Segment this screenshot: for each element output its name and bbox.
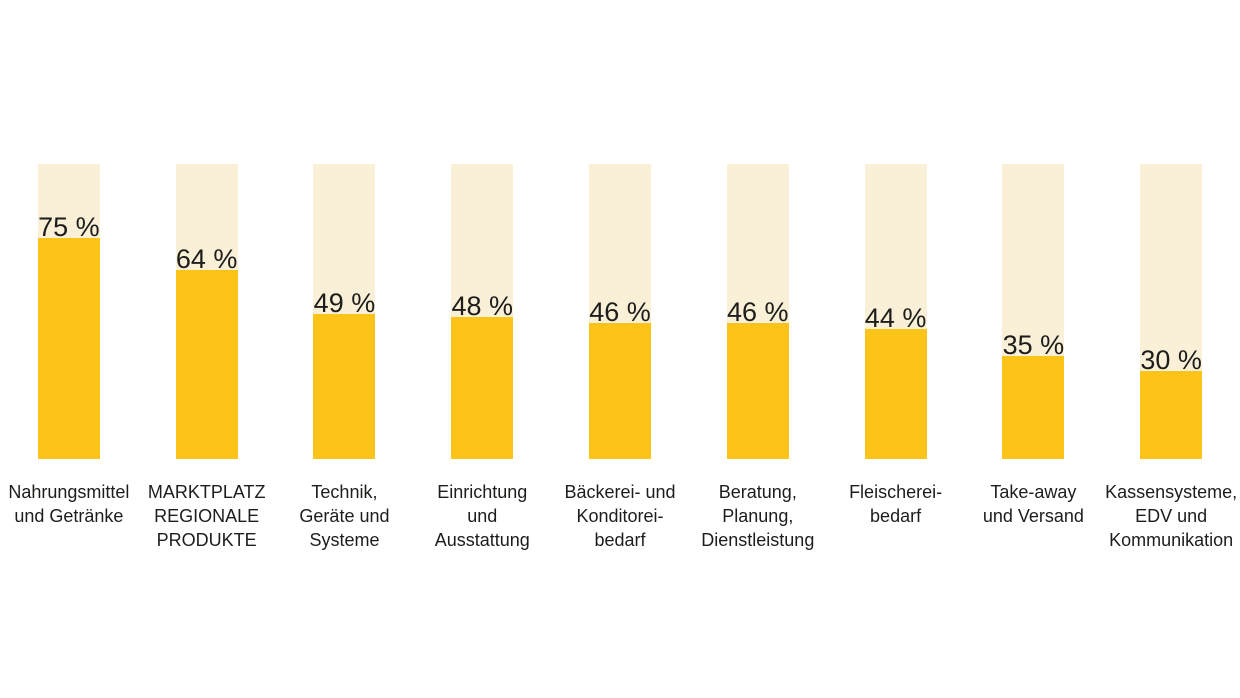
bar-chart: 75 % Nahrungsmittel und Getränke 64 % MARKT… xyxy=(0,164,1240,552)
bar-fill xyxy=(864,329,927,459)
bar-fill xyxy=(1140,370,1203,459)
bar-category-label: Kassensysteme, EDV und Kommunikation xyxy=(1105,482,1238,550)
bar-column: 46 % Beratung, Planung, Dienstleistung xyxy=(689,164,827,552)
bar-value-label: 35 % xyxy=(1002,329,1065,360)
bar-value-label: 46 % xyxy=(589,297,651,328)
bar-fill xyxy=(175,270,238,459)
bar-track: 49 % xyxy=(313,164,376,459)
bar-track: 35 % xyxy=(1002,164,1065,459)
bar-column: 64 % MARKTPLATZ REGIONALE PRODUKTE xyxy=(138,164,276,552)
bar-category-label: Beratung, Planung, Dienstleistung xyxy=(701,482,815,550)
bar-category-label: Fleischerei- bedarf xyxy=(849,482,943,526)
bar-value-label: 44 % xyxy=(864,303,927,334)
bar-track: 48 % xyxy=(451,164,514,459)
bar-column: 46 % Bäckerei- und Konditorei- bedarf xyxy=(551,164,689,552)
bar-track: 30 % xyxy=(1140,164,1203,459)
bar-track: 44 % xyxy=(864,164,927,459)
bar-fill xyxy=(589,323,652,459)
bar-track: 75 % xyxy=(37,164,100,459)
bar-column: 75 % Nahrungsmittel und Getränke xyxy=(0,164,138,552)
bar-value-label: 75 % xyxy=(38,211,100,242)
bar-track: 46 % xyxy=(726,164,789,459)
bar-fill xyxy=(313,314,376,459)
bar-fill xyxy=(37,237,100,459)
bar-value-label: 49 % xyxy=(313,288,376,319)
bar-category-label: Technik, Geräte und Systeme xyxy=(299,482,390,550)
bar-column: 35 % Take-away und Versand xyxy=(964,164,1102,552)
bar-track: 64 % xyxy=(175,164,238,459)
bar-category-label: Bäckerei- und Konditorei- bedarf xyxy=(564,482,676,550)
bar-category-label: Take-away und Versand xyxy=(982,482,1084,526)
bar-value-label: 48 % xyxy=(451,291,514,322)
bar-category-label: Einrichtung und Ausstattung xyxy=(434,482,530,550)
bar-value-label: 64 % xyxy=(175,244,238,275)
bar-value-label: 46 % xyxy=(727,297,789,328)
bar-column: 49 % Technik, Geräte und Systeme xyxy=(276,164,414,552)
bar-column: 30 % Kassensysteme, EDV und Kommunikation xyxy=(1102,164,1240,552)
bar-category-label: Nahrungsmittel und Getränke xyxy=(8,482,130,526)
bar-column: 44 % Fleischerei- bedarf xyxy=(827,164,965,552)
bar-column: 48 % Einrichtung und Ausstattung xyxy=(413,164,551,552)
bar-track: 46 % xyxy=(589,164,652,459)
bar-fill xyxy=(451,317,514,459)
bar-category-label: MARKTPLATZ REGIONALE PRODUKTE xyxy=(147,482,266,550)
bar-fill xyxy=(1002,355,1065,459)
bar-fill xyxy=(726,323,789,459)
bar-value-label: 30 % xyxy=(1140,344,1202,375)
